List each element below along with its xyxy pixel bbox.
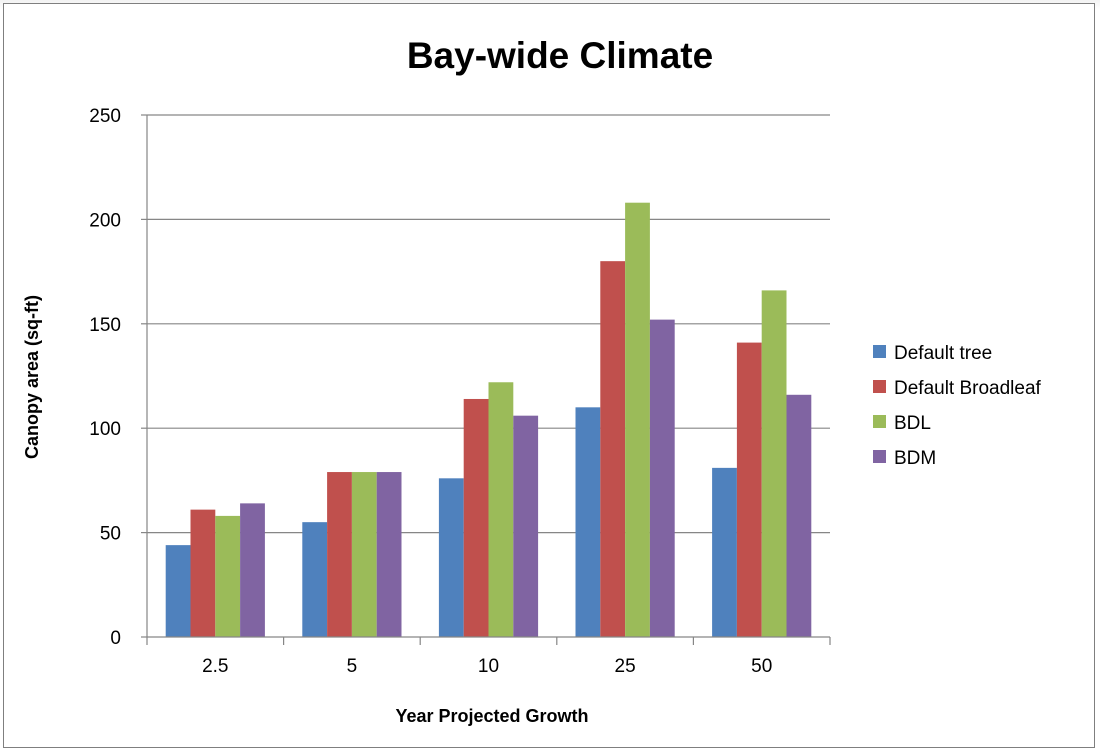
bar <box>786 394 812 637</box>
bar <box>649 319 675 637</box>
y-tick-label: 150 <box>89 315 121 336</box>
x-tick-label: 2.5 <box>202 656 228 677</box>
axes <box>141 114 831 645</box>
legend-label: Default tree <box>894 343 992 364</box>
x-tick-label: 10 <box>478 656 499 677</box>
bar <box>513 415 539 637</box>
legend-label: BDL <box>894 413 931 434</box>
bar <box>302 522 328 637</box>
bar <box>165 545 191 637</box>
y-tick-label: 100 <box>89 419 121 440</box>
legend-label: Default Broadleaf <box>894 378 1042 399</box>
x-tick-label: 5 <box>347 656 358 677</box>
bar <box>488 382 514 637</box>
legend-swatch <box>873 345 886 358</box>
bar <box>600 261 626 637</box>
legend-swatch <box>873 450 886 463</box>
bar <box>736 342 762 637</box>
y-tick-label: 0 <box>110 628 121 649</box>
x-tick-labels: 2.5 5 10 25 50 <box>202 656 772 677</box>
legend-swatch <box>873 380 886 393</box>
legend-label: BDM <box>894 448 936 469</box>
bar <box>215 515 241 637</box>
bar <box>463 398 489 637</box>
y-tick-label: 50 <box>100 524 121 545</box>
bar <box>625 202 650 638</box>
bar <box>327 472 352 637</box>
x-axis-title: Year Projected Growth <box>395 706 588 726</box>
bar <box>190 509 216 637</box>
x-tick-label: 50 <box>751 656 772 677</box>
bar <box>240 503 265 637</box>
bar <box>575 407 601 637</box>
y-tick-label: 250 <box>89 106 121 127</box>
y-axis-title: Canopy area (sq-ft) <box>22 295 42 459</box>
legend: Default tree Default Broadleaf BDL BDM <box>873 343 1042 469</box>
y-tick-label: 200 <box>89 210 121 231</box>
chart-title: Bay-wide Climate <box>407 35 713 76</box>
bar <box>376 472 402 637</box>
bars <box>165 202 812 638</box>
bar <box>761 290 787 637</box>
y-tick-labels: 0 50 100 150 200 250 <box>89 106 121 649</box>
bar <box>351 472 377 637</box>
x-tick-label: 25 <box>615 656 636 677</box>
legend-swatch <box>873 415 886 428</box>
bar <box>438 478 464 637</box>
bar <box>712 467 737 637</box>
